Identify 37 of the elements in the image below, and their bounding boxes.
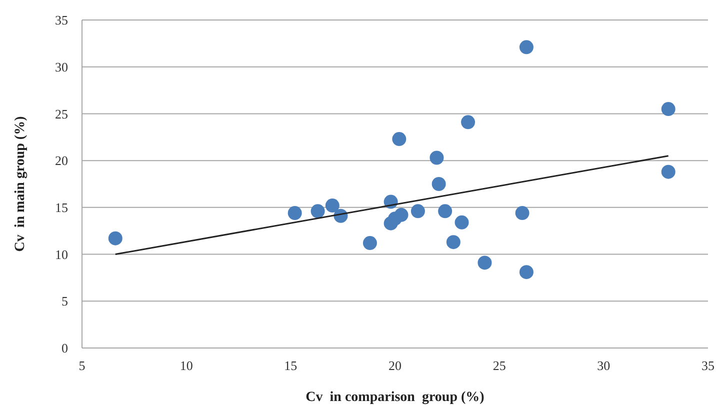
y-tick-label: 30 (55, 59, 68, 74)
point (446, 235, 460, 250)
point (410, 204, 425, 218)
x-tick-label: 10 (180, 358, 193, 373)
x-axis-title: Cv in comparison group (%) (306, 390, 485, 405)
y-tick-label: 0 (62, 340, 68, 356)
point (392, 132, 406, 146)
point (325, 198, 340, 213)
y-tick-label: 20 (55, 153, 68, 168)
point (661, 102, 676, 116)
point (454, 215, 469, 230)
x-tick-label: 15 (284, 358, 298, 373)
point (519, 265, 534, 280)
point (438, 204, 452, 218)
point (661, 164, 676, 179)
y-tick-label: 35 (55, 12, 68, 28)
x-tick-label: 20 (388, 358, 402, 373)
y-tick-label: 5 (62, 294, 68, 309)
point (515, 206, 530, 220)
y-tick-label: 10 (55, 246, 68, 262)
point (430, 150, 444, 165)
x-tick-label: 35 (702, 358, 714, 373)
point (432, 177, 446, 191)
y-tick-label: 15 (55, 200, 68, 215)
x-tick-label: 25 (492, 358, 506, 373)
y-axis-title: Cv in main group (%) (13, 116, 28, 252)
point (362, 236, 377, 250)
y-tick-label: 25 (55, 106, 68, 122)
point (461, 115, 476, 130)
point (108, 231, 122, 246)
point (519, 40, 534, 54)
point (478, 256, 492, 270)
x-tick-label: 30 (597, 358, 610, 373)
x-tick-label: 5 (78, 358, 86, 373)
point (288, 206, 302, 220)
point (310, 204, 325, 218)
point (394, 208, 408, 222)
